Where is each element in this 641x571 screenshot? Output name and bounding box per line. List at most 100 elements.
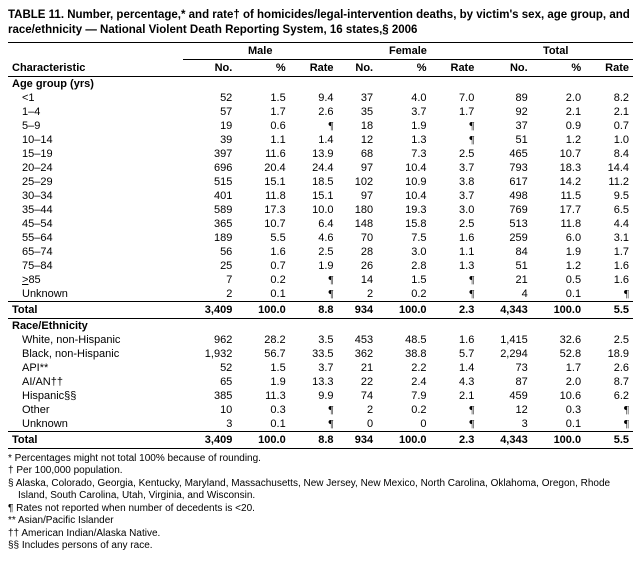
cell: 14.4: [585, 161, 633, 175]
cell: 3.1: [585, 231, 633, 245]
cell: 397: [183, 147, 236, 161]
cell: 9.4: [290, 91, 338, 105]
table-row: 10–14391.11.4121.3¶511.21.0: [8, 133, 633, 147]
header-sub: No.: [338, 59, 378, 76]
cell: 3: [478, 417, 531, 432]
cell: 10.6: [532, 389, 585, 403]
cell: ¶: [431, 417, 479, 432]
header-sub: %: [236, 59, 289, 76]
cell: 10.9: [377, 175, 430, 189]
cell: 1.3: [377, 133, 430, 147]
row-label: AI/AN††: [8, 375, 183, 389]
cell: 4.4: [585, 217, 633, 231]
cell: 102: [338, 175, 378, 189]
table-row: Black, non-Hispanic1,93256.733.536238.85…: [8, 347, 633, 361]
cell: 1.6: [431, 231, 479, 245]
cell: 7.0: [431, 91, 479, 105]
table-row: 20–2469620.424.49710.43.779318.314.4: [8, 161, 633, 175]
cell: 1.7: [532, 361, 585, 375]
cell: 8.8: [290, 431, 338, 448]
cell: 56.7: [236, 347, 289, 361]
cell: 2: [183, 287, 236, 302]
cell: 1.5: [236, 91, 289, 105]
cell: 11.8: [532, 217, 585, 231]
cell: 57: [183, 105, 236, 119]
cell: 3.0: [431, 203, 479, 217]
cell: 962: [183, 333, 236, 347]
footnote: † Per 100,000 population.: [8, 465, 633, 478]
cell: 465: [478, 147, 531, 161]
row-label: Total: [8, 301, 183, 318]
cell: 0.2: [377, 403, 430, 417]
footnote: †† American Indian/Alaska Native.: [8, 528, 633, 541]
cell: 28: [338, 245, 378, 259]
cell: 1.6: [585, 259, 633, 273]
cell: 8.7: [585, 375, 633, 389]
cell: 74: [338, 389, 378, 403]
cell: 73: [478, 361, 531, 375]
footnote: ¶ Rates not reported when number of dece…: [8, 503, 633, 516]
cell: 696: [183, 161, 236, 175]
cell: 3.7: [377, 105, 430, 119]
cell: 14.2: [532, 175, 585, 189]
cell: 3,409: [183, 301, 236, 318]
cell: 259: [478, 231, 531, 245]
cell: 0.1: [236, 287, 289, 302]
cell: 0.7: [585, 119, 633, 133]
table-row: 35–4458917.310.018019.33.076917.76.5: [8, 203, 633, 217]
header-sub: Rate: [290, 59, 338, 76]
cell: 56: [183, 245, 236, 259]
cell: 515: [183, 175, 236, 189]
cell: 0.2: [377, 287, 430, 302]
table-row: Other100.3¶20.2¶120.3¶: [8, 403, 633, 417]
cell: ¶: [290, 287, 338, 302]
row-label: Unknown: [8, 417, 183, 432]
cell: 38.8: [377, 347, 430, 361]
cell: 2.1: [585, 105, 633, 119]
table-row: 1–4571.72.6353.71.7922.12.1: [8, 105, 633, 119]
cell: 0.6: [236, 119, 289, 133]
cell: 100.0: [532, 301, 585, 318]
footnotes: * Percentages might not total 100% becau…: [8, 453, 633, 553]
cell: 4.6: [290, 231, 338, 245]
cell: 1.1: [431, 245, 479, 259]
footnote: §§ Includes persons of any race.: [8, 540, 633, 553]
cell: 2.5: [431, 217, 479, 231]
cell: 8.2: [585, 91, 633, 105]
table-row: Hispanic§§38511.39.9747.92.145910.66.2: [8, 389, 633, 403]
cell: 8.8: [290, 301, 338, 318]
cell: 6.5: [585, 203, 633, 217]
cell: 365: [183, 217, 236, 231]
header-blank: [8, 42, 183, 59]
section-header: Race/Ethnicity: [8, 318, 633, 333]
cell: 89: [478, 91, 531, 105]
cell: 10.7: [236, 217, 289, 231]
cell: 22: [338, 375, 378, 389]
cell: 1.7: [236, 105, 289, 119]
cell: 934: [338, 301, 378, 318]
cell: 18: [338, 119, 378, 133]
table-title: TABLE 11. Number, percentage,* and rate†…: [8, 8, 633, 38]
cell: 1.6: [431, 333, 479, 347]
table-row: 75–84250.71.9262.81.3511.21.6: [8, 259, 633, 273]
cell: 1.5: [236, 361, 289, 375]
cell: 2.3: [431, 301, 479, 318]
cell: 385: [183, 389, 236, 403]
cell: 15.8: [377, 217, 430, 231]
cell: 100.0: [236, 431, 289, 448]
row-label: 65–74: [8, 245, 183, 259]
cell: 2.5: [585, 333, 633, 347]
cell: ¶: [431, 119, 479, 133]
cell: 1.6: [236, 245, 289, 259]
cell: 2.6: [290, 105, 338, 119]
table-row: 55–641895.54.6707.51.62596.03.1: [8, 231, 633, 245]
footnote: * Percentages might not total 100% becau…: [8, 453, 633, 466]
header-sub: Rate: [585, 59, 633, 76]
cell: 6.0: [532, 231, 585, 245]
cell: 459: [478, 389, 531, 403]
cell: 4,343: [478, 431, 531, 448]
cell: 5.7: [431, 347, 479, 361]
table-row: 5–9190.6¶181.9¶370.90.7: [8, 119, 633, 133]
table-row: API**521.53.7212.21.4731.72.6: [8, 361, 633, 375]
cell: 1.4: [290, 133, 338, 147]
